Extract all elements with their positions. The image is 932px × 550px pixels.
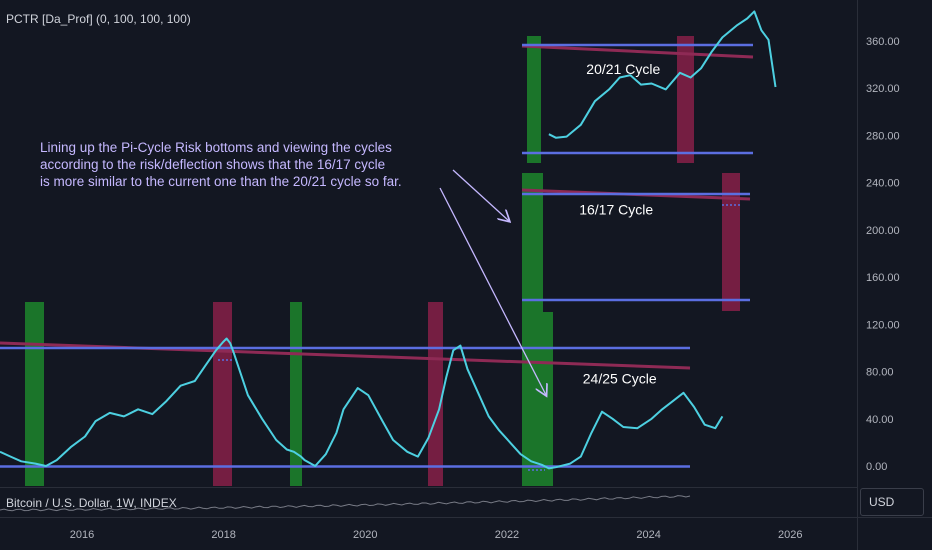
arrow-to-24-25-cycle [439, 187, 546, 395]
y-tick-label: 0.00 [866, 461, 887, 473]
annotation-text-line: Lining up the Pi-Cycle Risk bottoms and … [40, 140, 392, 155]
y-tick-label: 360.00 [866, 36, 900, 48]
y-tick-label: 320.00 [866, 83, 900, 95]
cycle-label: 16/17 Cycle [579, 202, 653, 218]
y-tick-label: 120.00 [866, 319, 900, 331]
annotation-text-line: is more similar to the current one than … [40, 174, 402, 189]
cycle-label: 20/21 Cycle [586, 61, 660, 77]
bottom-band-20-21-cycle [527, 36, 541, 163]
arrow-to-16-17-cycle [452, 169, 509, 221]
y-tick-label: 200.00 [866, 225, 900, 237]
indicator-title[interactable]: PCTR [Da_Prof] (0, 100, 100, 100) [6, 12, 191, 26]
cycle-label: 24/25 Cycle [583, 370, 657, 386]
bottom-band-2018 [290, 302, 302, 486]
symbol-title[interactable]: Bitcoin / U.S. Dollar, 1W, INDEX [6, 496, 177, 510]
x-tick-label: 2018 [211, 529, 235, 541]
symbol-price-line [0, 495, 691, 512]
x-tick-label: 2016 [70, 529, 94, 541]
y-tick-label: 280.00 [866, 130, 900, 142]
bottom-band-2015 [25, 302, 44, 486]
x-tick-label: 2020 [353, 529, 377, 541]
y-tick-label: 240.00 [866, 178, 900, 190]
top-band-16-17-cycle [722, 173, 740, 311]
x-tick-label: 2024 [636, 529, 660, 541]
bottom-band-16-17-cycle [522, 173, 543, 312]
top-band-2021 [428, 302, 443, 486]
currency-button[interactable]: USD [860, 488, 924, 516]
risk-line-2 [548, 10, 777, 139]
risk-line-1 [0, 337, 724, 470]
top-band-20-21-cycle [677, 36, 694, 163]
y-tick-label: 160.00 [866, 272, 900, 284]
bottom-band-2022 [522, 312, 553, 486]
top-band-2017 [213, 302, 232, 486]
y-tick-label: 80.00 [866, 367, 894, 379]
x-tick-label: 2026 [778, 529, 802, 541]
y-tick-label: 40.00 [866, 414, 894, 426]
x-tick-label: 2022 [495, 529, 519, 541]
trend-line-20-21 [521, 44, 754, 59]
annotation-text-line: according to the risk/deflection shows t… [40, 157, 385, 172]
